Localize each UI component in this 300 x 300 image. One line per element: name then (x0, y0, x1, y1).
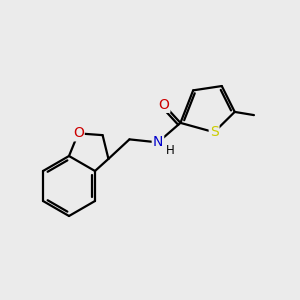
Text: S: S (210, 125, 218, 139)
Text: H: H (166, 144, 175, 157)
Text: O: O (158, 98, 169, 112)
Text: O: O (73, 126, 84, 140)
Text: N: N (153, 135, 163, 149)
